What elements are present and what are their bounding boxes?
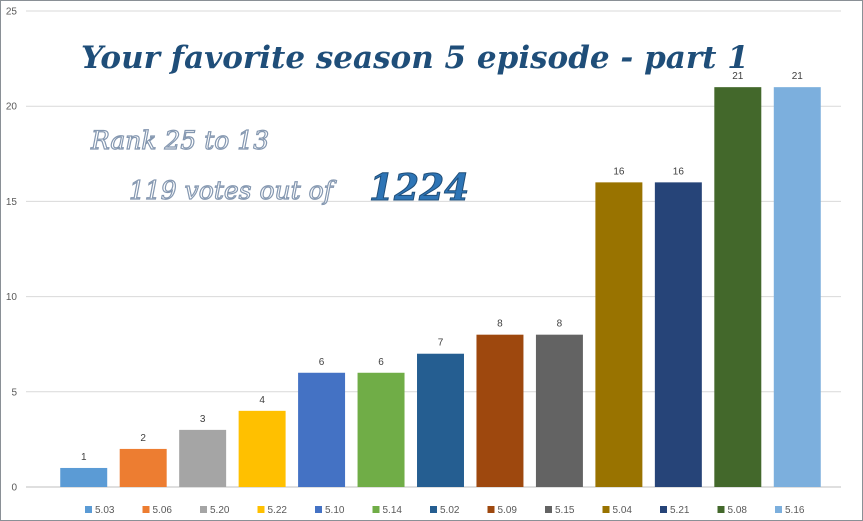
data-label-5.14: 6 xyxy=(378,357,384,368)
legend-swatch-5.02 xyxy=(430,506,437,513)
y-tick-label: 25 xyxy=(6,7,18,18)
legend-swatch-5.03 xyxy=(85,506,92,513)
legend-swatch-5.10 xyxy=(315,506,322,513)
data-label-5.02: 7 xyxy=(438,338,444,349)
legend-swatch-5.08 xyxy=(717,506,725,513)
legend-label-5.21: 5.21 xyxy=(670,505,690,516)
legend-swatch-5.06 xyxy=(142,506,150,513)
bar-5.20 xyxy=(179,429,227,487)
bars xyxy=(60,87,821,488)
legend-label-5.06: 5.06 xyxy=(153,505,173,516)
legend-swatch-5.21 xyxy=(660,506,667,513)
y-tick-label: 10 xyxy=(6,292,18,303)
legend: 5.03 5.06 5.20 5.22 5.10 5.14 5.02 5.09 5.15 5.04… xyxy=(85,505,805,516)
data-label-5.20: 3 xyxy=(200,414,206,425)
y-axis: 0 5 10 15 20 25 xyxy=(6,7,18,494)
data-label-5.21: 16 xyxy=(673,166,685,177)
subtitle-rank: Rank 25 to 13 xyxy=(90,126,269,155)
data-label-5.09: 8 xyxy=(497,319,503,330)
gridlines xyxy=(26,10,841,488)
data-label-5.03: 1 xyxy=(81,452,87,463)
legend-swatch-5.04 xyxy=(602,506,610,513)
data-label-5.22: 4 xyxy=(259,395,265,406)
data-labels: 1 2 3 4 6 6 7 8 8 16 16 21 21 xyxy=(81,71,803,463)
legend-label-5.02: 5.02 xyxy=(440,505,460,516)
legend-label-5.10: 5.10 xyxy=(325,505,345,516)
data-label-5.04: 16 xyxy=(613,166,625,177)
y-tick-label: 0 xyxy=(11,483,17,494)
legend-swatch-5.22 xyxy=(257,506,265,513)
bar-5.10 xyxy=(298,372,346,487)
bar-5.04 xyxy=(595,182,643,488)
bar-5.21 xyxy=(654,182,702,488)
bar-5.06 xyxy=(119,448,167,487)
legend-label-5.22: 5.22 xyxy=(268,505,288,516)
legend-swatch-5.15 xyxy=(545,506,552,513)
bar-5.15 xyxy=(535,334,583,487)
subtitle-total-votes: 1224 xyxy=(369,167,469,209)
data-label-5.10: 6 xyxy=(319,357,325,368)
legend-label-5.09: 5.09 xyxy=(498,505,518,516)
legend-swatch-5.14 xyxy=(372,506,380,513)
legend-label-5.20: 5.20 xyxy=(210,505,230,516)
bar-5.16 xyxy=(773,87,821,487)
legend-swatch-5.16 xyxy=(775,506,782,513)
legend-label-5.04: 5.04 xyxy=(613,505,633,516)
bar-5.08 xyxy=(714,87,762,487)
data-label-5.06: 2 xyxy=(140,433,146,444)
data-label-5.15: 8 xyxy=(557,319,563,330)
legend-label-5.14: 5.14 xyxy=(383,505,403,516)
y-tick-label: 20 xyxy=(6,102,18,113)
chart-title: Your favorite season 5 episode - part 1 xyxy=(81,40,749,76)
bar-5.03 xyxy=(60,467,108,487)
subtitle-votes: 119 votes out of xyxy=(129,176,337,205)
bar-5.09 xyxy=(476,334,524,487)
legend-label-5.08: 5.08 xyxy=(728,505,748,516)
legend-label-5.16: 5.16 xyxy=(785,505,805,516)
y-tick-label: 5 xyxy=(11,387,17,398)
bar-5.02 xyxy=(417,353,464,487)
legend-swatch-5.20 xyxy=(200,506,207,513)
y-tick-label: 15 xyxy=(6,197,18,208)
legend-label-5.03: 5.03 xyxy=(95,505,115,516)
legend-swatch-5.09 xyxy=(487,506,495,513)
bar-5.14 xyxy=(357,372,405,487)
data-label-5.16: 21 xyxy=(792,71,804,82)
data-label-5.08: 21 xyxy=(732,71,744,82)
legend-label-5.15: 5.15 xyxy=(555,505,575,516)
bar-5.22 xyxy=(238,410,286,487)
